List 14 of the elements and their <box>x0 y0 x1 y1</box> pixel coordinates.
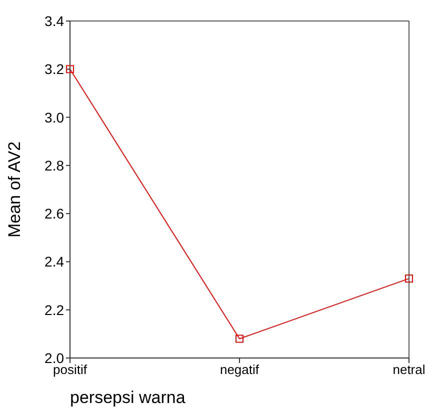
y-tick-label: 2.6 <box>44 206 64 222</box>
point <box>405 274 413 283</box>
point <box>236 334 244 343</box>
y-tick-label: 2.8 <box>44 157 64 174</box>
y-tick-label: 3.0 <box>44 109 64 126</box>
x-axis-title: persepsi warna <box>70 388 186 408</box>
y-tick-label: 3.2 <box>44 61 64 78</box>
x-tick-label: netral <box>392 362 426 378</box>
y-axis-title: Mean of AV2 <box>5 141 24 238</box>
x-tick-label: negatif <box>220 362 260 378</box>
point <box>66 65 74 74</box>
y-tick-label: 2.2 <box>44 302 64 318</box>
y-tick-label: 2.4 <box>44 254 64 270</box>
y-tick-label: 3.4 <box>44 12 64 29</box>
